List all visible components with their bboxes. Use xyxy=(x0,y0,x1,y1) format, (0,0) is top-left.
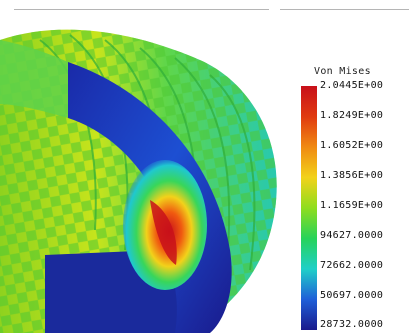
legend-label-max: 2.0445E+00 xyxy=(320,80,384,91)
legend-colorbar xyxy=(301,86,317,330)
legend-label-3: 1.6052E+00 xyxy=(320,140,384,151)
divider-right xyxy=(280,9,409,10)
legend-label-5: 1.1659E+00 xyxy=(320,200,384,211)
legend-label-4: 1.3856E+00 xyxy=(320,170,384,181)
legend-label-7: 72662.0000 xyxy=(320,260,384,271)
legend-label-8: 50697.0000 xyxy=(320,290,384,301)
stress-contour-render xyxy=(0,29,277,333)
legend-label-2: 1.8249E+00 xyxy=(320,110,384,121)
model-render-viewport[interactable] xyxy=(0,0,290,333)
legend-label-6: 94627.0000 xyxy=(320,230,384,241)
legend-title: Von Mises xyxy=(314,66,371,77)
legend-label-min: 28732.0000 xyxy=(320,319,384,330)
divider-left xyxy=(14,9,269,10)
